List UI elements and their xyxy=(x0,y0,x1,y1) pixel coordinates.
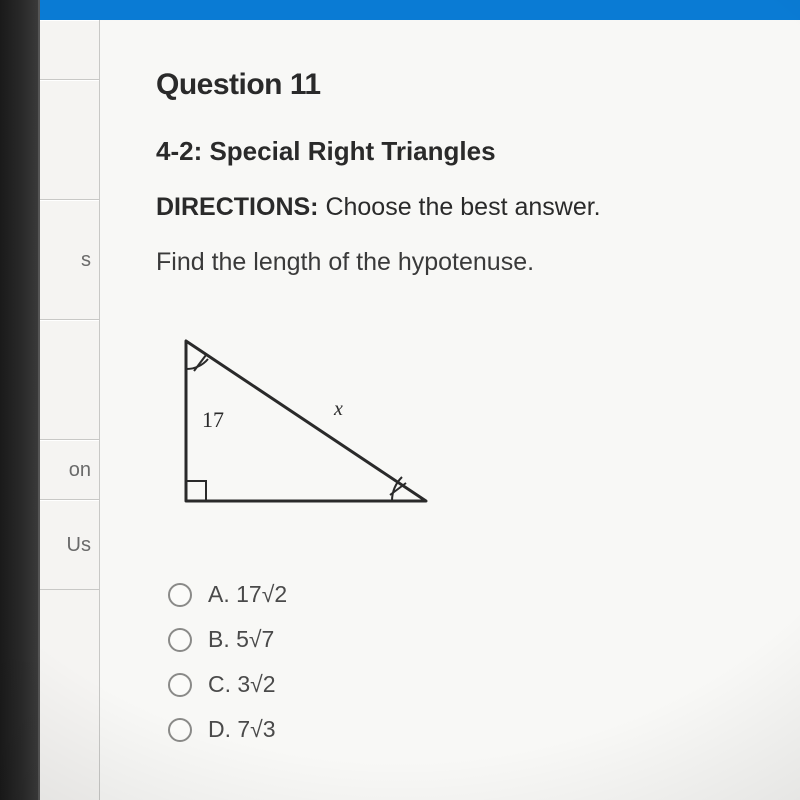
choice-label: C. 3√2 xyxy=(208,671,276,698)
sidebar-item[interactable] xyxy=(40,20,99,80)
directions-label: DIRECTIONS: xyxy=(156,193,319,221)
directions-text: Choose the best answer. xyxy=(319,193,601,221)
triangle-figure: 17 x xyxy=(166,321,760,531)
svg-text:17: 17 xyxy=(202,407,224,432)
sidebar-item[interactable]: on xyxy=(40,440,99,500)
sidebar-item[interactable]: s xyxy=(40,200,99,320)
question-panel: Question 11 4-2: Special Right Triangles… xyxy=(100,20,800,800)
sidebar-item[interactable]: Us xyxy=(40,500,99,590)
monitor-bezel xyxy=(0,0,40,800)
radio-icon xyxy=(168,673,192,697)
sidebar-item-label: on xyxy=(69,459,91,482)
choice-b[interactable]: B. 5√7 xyxy=(168,626,760,653)
radio-icon xyxy=(168,628,192,652)
choice-d[interactable]: D. 7√3 xyxy=(168,716,760,743)
directions: DIRECTIONS: Choose the best answer. xyxy=(156,193,760,222)
section-title: 4-2: Special Right Triangles xyxy=(156,136,760,167)
choice-c[interactable]: C. 3√2 xyxy=(168,671,760,698)
sidebar-item-label: s xyxy=(81,249,91,272)
choice-a[interactable]: A. 17√2 xyxy=(168,581,760,608)
choice-label: D. 7√3 xyxy=(208,716,276,743)
choice-label: B. 5√7 xyxy=(208,626,274,653)
sidebar: s on Us xyxy=(40,20,100,800)
choice-label: A. 17√2 xyxy=(208,581,287,608)
question-prompt: Find the length of the hypotenuse. xyxy=(156,248,760,277)
window-top-bar xyxy=(40,0,800,20)
question-title: Question 11 xyxy=(156,68,760,102)
sidebar-item[interactable] xyxy=(40,320,99,440)
answer-choices: A. 17√2 B. 5√7 C. 3√2 D. 7√3 xyxy=(168,581,760,743)
svg-text:x: x xyxy=(333,398,343,420)
radio-icon xyxy=(168,583,192,607)
radio-icon xyxy=(168,718,192,742)
sidebar-item[interactable] xyxy=(40,80,99,200)
sidebar-item-label: Us xyxy=(67,534,91,557)
